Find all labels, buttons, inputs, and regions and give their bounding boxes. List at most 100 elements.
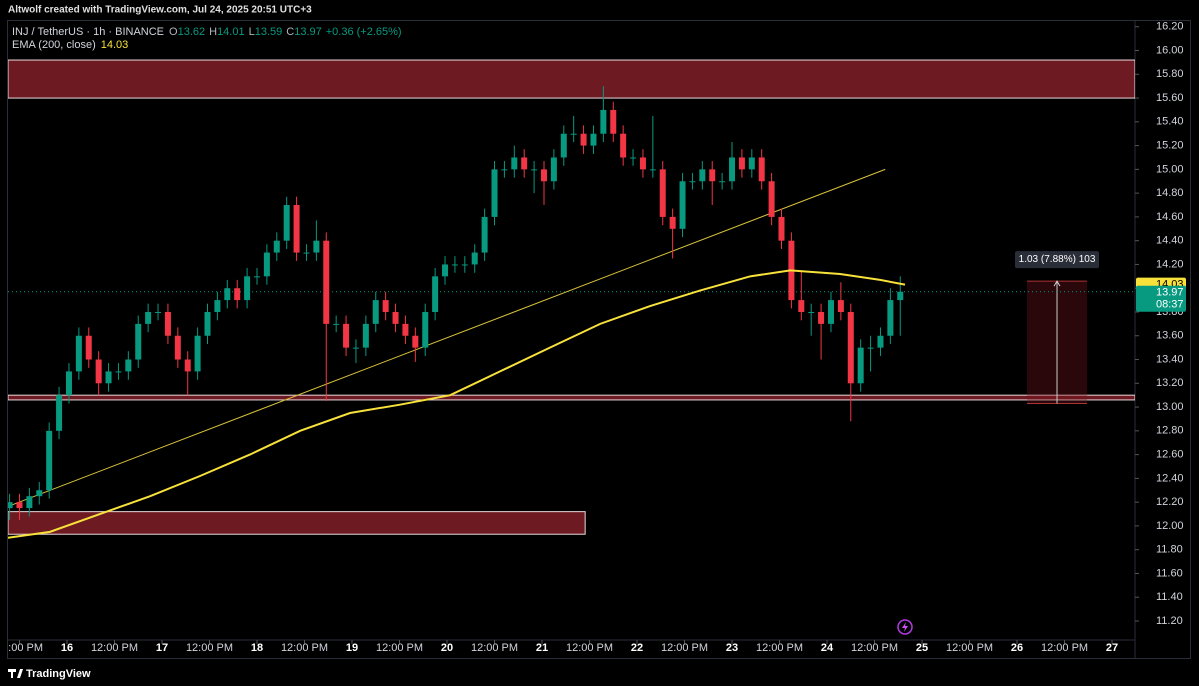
candle-body [630, 157, 637, 159]
change: +0.36 (+2.65%) [326, 26, 402, 38]
candle-body [36, 490, 43, 497]
y-tick-label: 14.40 [1156, 235, 1184, 247]
ohlc-value: 13.59 [255, 26, 283, 38]
y-tick-label: 12.80 [1156, 425, 1184, 437]
candle-body [253, 276, 260, 278]
candle-body [738, 157, 745, 170]
y-tick-label: 13.60 [1156, 330, 1184, 342]
candle-body [422, 311, 429, 348]
candle-body [85, 335, 92, 360]
ohlc-value: 13.62 [178, 26, 206, 38]
candle-body [570, 133, 577, 135]
candle-body [709, 169, 716, 182]
measure-label-bg [1015, 251, 1100, 269]
brand: TradingView [8, 668, 91, 680]
x-tick-label: 12:00 PM [186, 642, 233, 654]
candle-body [501, 169, 508, 171]
chart-frame [7, 20, 1191, 659]
measure-label: 1.03 (7.88%) 103 [1019, 254, 1096, 265]
candle-body [145, 311, 152, 324]
candle-body [877, 335, 884, 348]
last-price-label: 13.97 [1156, 287, 1184, 299]
candle-body [511, 157, 518, 170]
zone [8, 511, 586, 535]
candle-body [273, 240, 280, 253]
credit: Altwolf created with TradingView.com, Ju… [8, 5, 312, 16]
candle-body [679, 181, 686, 229]
candle-body [540, 169, 547, 182]
candle-body [758, 157, 765, 182]
candle-body [26, 496, 33, 509]
candle-body [689, 181, 696, 183]
y-tick-label: 11.60 [1156, 567, 1183, 579]
candle-body [847, 311, 854, 384]
x-tick-label: 12:00 PM [661, 642, 708, 654]
candle-body [263, 252, 270, 277]
x-tick-label: 16 [61, 642, 73, 654]
y-tick-label: 14.80 [1156, 187, 1184, 199]
candle-body [461, 264, 468, 266]
ohlc-key: H [209, 26, 217, 38]
y-tick-label: 16.00 [1156, 44, 1184, 56]
candle-body [313, 240, 320, 253]
x-tick-label: 12:00 PM [756, 642, 803, 654]
x-tick-label: 26 [1011, 642, 1023, 654]
candle-body [827, 300, 834, 324]
x-tick-label: 19 [346, 642, 358, 654]
brand-logo [8, 669, 23, 678]
symbol: INJ / TetherUS · 1h · BINANCE [12, 26, 164, 38]
candle-body [392, 311, 399, 324]
alert-bolt[interactable] [902, 622, 908, 632]
ohlc-key: L [249, 26, 255, 38]
x-tick-label: 12:00 PM [1041, 642, 1088, 654]
candle-body [649, 169, 656, 171]
candle-body [887, 300, 894, 336]
y-tick-label: 15.20 [1156, 140, 1184, 152]
candle-body [639, 157, 646, 170]
candle-body [323, 240, 330, 324]
candle-body [491, 169, 498, 217]
candle-body [362, 323, 369, 348]
candle-body [590, 133, 597, 146]
alert-icon[interactable] [897, 619, 913, 635]
candle-body [481, 216, 488, 253]
candle-body [610, 109, 617, 134]
candle-body [729, 157, 736, 182]
candle-body [620, 133, 627, 158]
alert-circle[interactable] [897, 619, 913, 635]
candle-body [343, 323, 350, 348]
candle-body [580, 133, 587, 146]
ohlc-key: O [169, 26, 178, 38]
candle-body [194, 335, 201, 372]
measure-arrowhead [1053, 280, 1061, 287]
y-tick-label: 16.20 [1156, 21, 1184, 33]
x-tick-label: 18 [251, 642, 263, 654]
y-tick-label: 12.40 [1156, 472, 1184, 484]
candle-body [818, 311, 825, 324]
y-tick-label: 13.40 [1156, 353, 1184, 365]
y-tick-label: 12.60 [1156, 449, 1184, 461]
x-tick-label: 12:00 PM [91, 642, 138, 654]
x-tick-label: 25 [916, 642, 928, 654]
candle-body [184, 359, 191, 372]
candle-body [837, 300, 844, 312]
x-tick-label: 12:00 PM [851, 642, 898, 654]
y-tick-label: 14.60 [1156, 211, 1184, 223]
candle-body [293, 205, 300, 253]
ema-line [8, 269, 906, 539]
y-tick-label: 15.60 [1156, 92, 1184, 104]
candle-body [748, 157, 755, 170]
candle-body [214, 300, 221, 312]
x-tick-label: 23 [726, 642, 738, 654]
candle-body [352, 347, 359, 349]
candle-body [560, 133, 567, 158]
candle-body [412, 335, 419, 348]
candle-body [600, 109, 607, 134]
x-tick-label: 24 [821, 642, 834, 654]
candle-body [204, 311, 211, 336]
y-tick-label: 11.80 [1156, 544, 1183, 556]
candle-body [531, 169, 538, 171]
candle-body [798, 300, 805, 312]
candle-body [65, 371, 72, 396]
